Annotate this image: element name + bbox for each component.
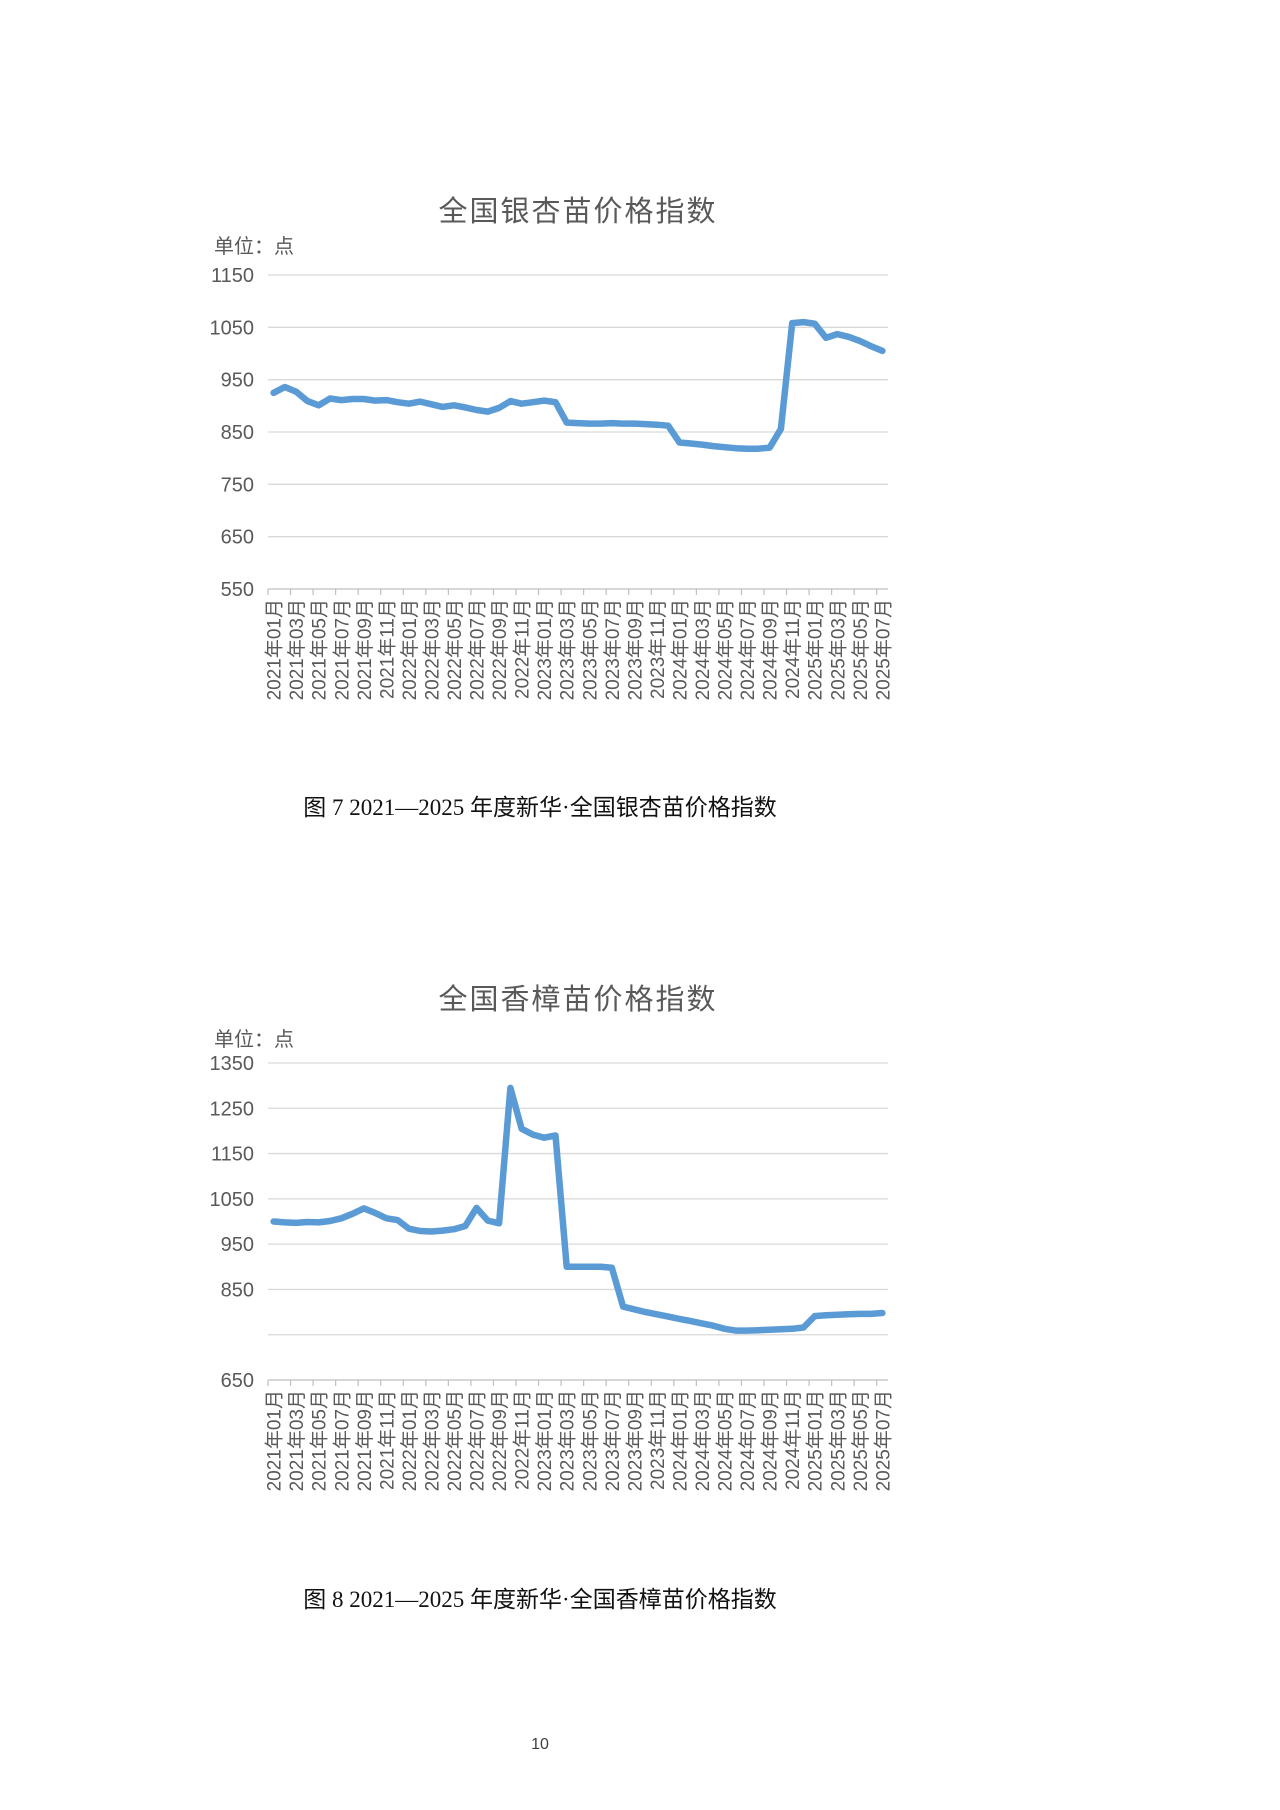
svg-text:2022年11月: 2022年11月 (512, 599, 534, 699)
unit-label: 单位：点 (214, 1029, 294, 1051)
svg-text:1150: 1150 (211, 1144, 254, 1166)
svg-text:950: 950 (221, 1234, 254, 1256)
svg-text:2025年03月: 2025年03月 (827, 599, 849, 700)
svg-text:2022年11月: 2022年11月 (512, 1390, 534, 1490)
svg-text:2021年05月: 2021年05月 (309, 1390, 331, 1491)
camphor-figure: 1350 1250 1150 1050 950 850 650 2021年01月 2021年03… (170, 950, 910, 1590)
svg-text:2025年07月: 2025年07月 (872, 1390, 894, 1491)
svg-text:2022年09月: 2022年09月 (489, 1390, 511, 1491)
svg-text:2024年05月: 2024年05月 (715, 1390, 737, 1491)
svg-text:2023年09月: 2023年09月 (624, 599, 646, 700)
svg-text:2025年07月: 2025年07月 (872, 599, 894, 700)
svg-text:2021年09月: 2021年09月 (354, 1390, 376, 1491)
figure-caption: 图 8 2021—2025 年度新华·全国香樟苗价格指数 (303, 1587, 777, 1612)
svg-text:2021年03月: 2021年03月 (286, 599, 308, 700)
svg-text:2025年01月: 2025年01月 (805, 1390, 827, 1491)
svg-text:2023年11月: 2023年11月 (647, 599, 669, 699)
svg-text:2021年11月: 2021年11月 (376, 599, 398, 699)
svg-text:2021年09月: 2021年09月 (354, 599, 376, 700)
svg-text:2023年03月: 2023年03月 (557, 1390, 579, 1491)
svg-text:2025年05月: 2025年05月 (850, 599, 872, 700)
svg-text:2024年09月: 2024年09月 (760, 599, 782, 700)
svg-text:2023年01月: 2023年01月 (534, 1390, 556, 1491)
svg-text:2021年11月: 2021年11月 (376, 1390, 398, 1490)
svg-text:650: 650 (221, 527, 254, 549)
svg-text:2022年03月: 2022年03月 (421, 1390, 443, 1491)
svg-text:2022年01月: 2022年01月 (399, 599, 421, 700)
svg-text:2023年05月: 2023年05月 (579, 1390, 601, 1491)
svg-text:1050: 1050 (210, 1189, 255, 1211)
svg-text:2022年05月: 2022年05月 (444, 1390, 466, 1491)
svg-text:2021年07月: 2021年07月 (331, 599, 353, 700)
svg-text:2024年01月: 2024年01月 (669, 1390, 691, 1491)
svg-text:950: 950 (221, 370, 254, 392)
svg-text:850: 850 (221, 422, 254, 444)
svg-text:550: 550 (221, 579, 254, 601)
svg-text:2024年03月: 2024年03月 (692, 599, 714, 700)
svg-text:2024年09月: 2024年09月 (760, 1390, 782, 1491)
svg-text:2021年01月: 2021年01月 (264, 599, 286, 700)
svg-text:1350: 1350 (210, 1053, 255, 1075)
svg-text:2023年01月: 2023年01月 (534, 599, 556, 700)
svg-text:2025年03月: 2025年03月 (827, 1390, 849, 1491)
svg-text:2021年01月: 2021年01月 (264, 1390, 286, 1491)
svg-text:2022年09月: 2022年09月 (489, 599, 511, 700)
unit-label: 单位：点 (214, 236, 294, 258)
chart-title: 全国香樟苗价格指数 (438, 984, 718, 1016)
svg-text:2023年09月: 2023年09月 (624, 1390, 646, 1491)
svg-text:2023年07月: 2023年07月 (602, 599, 624, 700)
svg-text:2023年03月: 2023年03月 (557, 599, 579, 700)
svg-text:2021年07月: 2021年07月 (331, 1390, 353, 1491)
ginkgo-figure: 1150 1050 950 850 750 650 550 2021年01月 2021年03月 2… (170, 158, 910, 778)
svg-text:650: 650 (221, 1370, 254, 1392)
svg-text:2021年03月: 2021年03月 (286, 1390, 308, 1491)
svg-text:2024年01月: 2024年01月 (669, 599, 691, 700)
svg-text:1150: 1150 (211, 265, 254, 287)
svg-text:850: 850 (221, 1279, 254, 1301)
svg-text:2024年03月: 2024年03月 (692, 1390, 714, 1491)
svg-text:2022年03月: 2022年03月 (421, 599, 443, 700)
svg-text:2022年01月: 2022年01月 (399, 1390, 421, 1491)
page-number: 10 (531, 1736, 549, 1753)
svg-text:2024年11月: 2024年11月 (782, 599, 804, 699)
svg-text:750: 750 (221, 474, 254, 496)
svg-text:2022年07月: 2022年07月 (467, 1390, 489, 1491)
svg-text:1250: 1250 (210, 1098, 255, 1120)
camphor-line-chart-svg: 1350 1250 1150 1050 950 850 650 2021年01月 2021年03… (210, 1053, 895, 1491)
svg-text:2023年05月: 2023年05月 (579, 599, 601, 700)
chart-title: 全国银杏苗价格指数 (438, 196, 718, 228)
svg-text:2025年01月: 2025年01月 (805, 599, 827, 700)
svg-text:2024年07月: 2024年07月 (737, 599, 759, 700)
svg-text:2023年07月: 2023年07月 (602, 1390, 624, 1491)
svg-text:2022年07月: 2022年07月 (467, 599, 489, 700)
svg-text:2023年11月: 2023年11月 (647, 1390, 669, 1490)
svg-text:2024年05月: 2024年05月 (715, 599, 737, 700)
svg-text:2022年05月: 2022年05月 (444, 599, 466, 700)
svg-text:2021年05月: 2021年05月 (309, 599, 331, 700)
svg-text:2024年07月: 2024年07月 (737, 1390, 759, 1491)
figure-caption: 图 7 2021—2025 年度新华·全国银杏苗价格指数 (303, 795, 777, 820)
svg-text:2025年05月: 2025年05月 (850, 1390, 872, 1491)
svg-text:2024年11月: 2024年11月 (782, 1390, 804, 1490)
svg-text:1050: 1050 (210, 317, 255, 339)
